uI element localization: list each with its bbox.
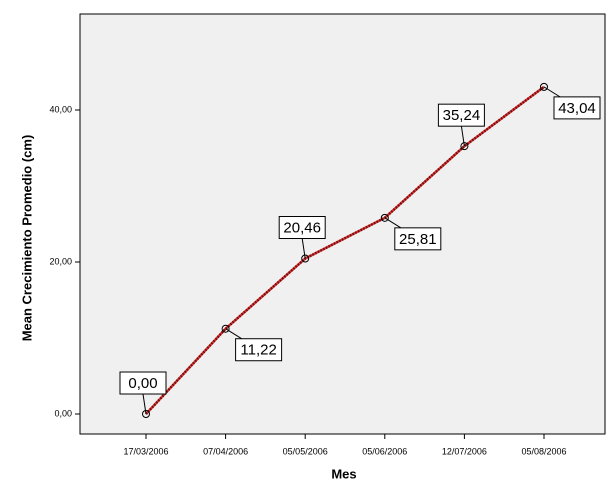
y-tick-label: 0,00: [54, 408, 72, 418]
value-label: 43,04: [558, 100, 596, 117]
x-tick-label: 17/03/2006: [123, 446, 168, 456]
x-tick-label: 05/08/2006: [521, 446, 566, 456]
x-tick-label: 05/05/2006: [283, 446, 328, 456]
value-label: 20,46: [283, 219, 321, 236]
x-axis-label: Mes: [331, 466, 356, 481]
leader: [543, 86, 561, 98]
point: [301, 254, 310, 263]
y-tick-label: 20,00: [49, 256, 72, 266]
value-label: 11,22: [240, 342, 276, 359]
y-tick-label: 40,00: [49, 104, 72, 114]
label-box: [437, 103, 485, 127]
plot-area: [79, 13, 606, 435]
x-tick-label: 12/07/2006: [442, 446, 487, 456]
point: [540, 82, 548, 91]
x-tick-label: 05/06/2006: [362, 446, 407, 456]
y-axis-label: Mean Crecimiento Promedio (cm): [19, 135, 34, 342]
leader: [225, 328, 242, 340]
x-tick-label: 07/04/2006: [203, 446, 248, 456]
label-box: [553, 96, 601, 120]
label-box: [235, 338, 283, 362]
leader: [142, 393, 147, 415]
leader: [384, 217, 402, 229]
leader: [460, 126, 465, 147]
point: [142, 410, 150, 419]
value-label: 0,00: [128, 375, 157, 392]
label-box: [119, 371, 167, 395]
value-label: 35,24: [443, 107, 481, 124]
value-label: 25,81: [399, 231, 437, 248]
label-box: [394, 227, 442, 251]
label-box: [278, 216, 326, 240]
data-line: [145, 85, 545, 415]
leader: [301, 238, 306, 259]
point: [460, 142, 469, 151]
point: [380, 213, 389, 222]
point: [221, 324, 230, 333]
